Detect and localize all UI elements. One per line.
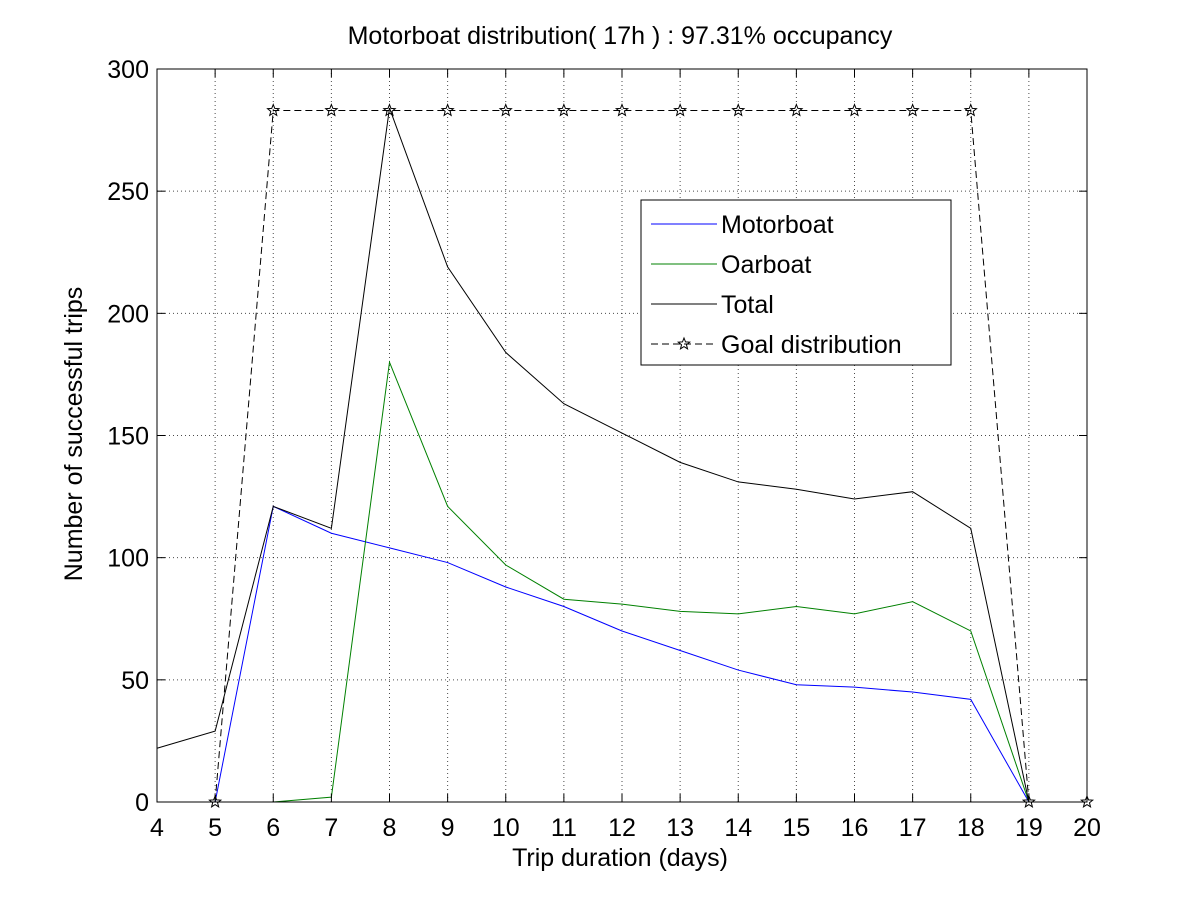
- legend-item-motorboat: Motorboat: [651, 211, 834, 239]
- x-tick-label: 11: [551, 814, 577, 842]
- series-oarboat: [157, 360, 1030, 803]
- series-line-motorboat: [157, 505, 1030, 803]
- legend-box: [640, 199, 952, 366]
- series-line-total: [156, 107, 1030, 803]
- x-tick-label: 15: [782, 814, 810, 842]
- legend-label: Motorboat: [721, 211, 834, 239]
- x-tick-label: 19: [1015, 814, 1043, 842]
- data-point-marker: [905, 103, 920, 117]
- x-tick-label: 10: [492, 814, 520, 842]
- x-tick-label: 8: [383, 814, 397, 842]
- x-tick-label: 5: [208, 814, 222, 842]
- legend-label: Goal distribution: [721, 331, 902, 359]
- y-tick-label: 300: [107, 56, 149, 84]
- y-tick-label: 150: [107, 423, 149, 451]
- x-tick-label: 17: [899, 814, 927, 842]
- legend-item-oarboat: Oarboat: [651, 251, 811, 279]
- legend-item-total: Total: [651, 291, 774, 319]
- legend-label: Total: [721, 291, 774, 319]
- data-point-marker: [498, 103, 513, 117]
- data-point-marker: [614, 103, 630, 117]
- data-point-marker: [731, 103, 746, 117]
- chart-title: Motorboat distribution( 17h ) : 97.31% o…: [348, 22, 893, 50]
- data-point-marker: [556, 103, 571, 117]
- legend-label: Oarboat: [721, 251, 811, 279]
- data-point-marker: [1021, 794, 1036, 808]
- x-tick-label: 9: [441, 814, 455, 842]
- series-motorboat: [157, 505, 1030, 803]
- legend-marker: [676, 336, 692, 350]
- legend: Motorboat Oarboat Total Goal distribution: [640, 199, 952, 366]
- x-tick-label: 16: [841, 814, 869, 842]
- series-line-goal-distribution: [214, 110, 1087, 803]
- data-point-marker: [789, 103, 804, 117]
- y-tick-label: 200: [107, 300, 149, 328]
- series-goal-distribution: [208, 103, 1095, 808]
- data-point-marker: [266, 103, 281, 117]
- data-point-marker: [382, 103, 397, 117]
- ticks-layer: 4 5 6 7 8 9 10 11 12 13 14 15 16 17 18 19 20050100150200…: [107, 56, 1101, 842]
- data-point-marker: [208, 794, 223, 808]
- x-tick-label: 12: [608, 814, 636, 842]
- x-axis-label: Trip duration (days): [512, 844, 728, 872]
- y-tick-label: 100: [107, 545, 149, 573]
- data-point-marker: [963, 103, 978, 117]
- data-point-marker: [673, 103, 688, 117]
- series-layer: [156, 103, 1095, 808]
- data-point-marker: [440, 103, 455, 117]
- y-axis-label: Number of successful trips: [60, 287, 88, 582]
- x-tick-label: 4: [150, 814, 164, 842]
- x-tick-label: 13: [666, 814, 694, 842]
- data-point-marker: [324, 103, 339, 117]
- y-tick-label: 250: [107, 178, 149, 206]
- series-total: [156, 107, 1030, 803]
- data-point-marker: [1079, 794, 1095, 808]
- series-line-oarboat: [157, 360, 1030, 803]
- x-tick-label: 7: [324, 814, 338, 842]
- x-tick-label: 18: [957, 814, 985, 842]
- data-point-marker: [847, 103, 862, 117]
- x-tick-label: 14: [724, 814, 752, 842]
- y-tick-label: 50: [121, 667, 149, 695]
- x-tick-label: 20: [1073, 814, 1101, 842]
- legend-item-goal-distribution: Goal distribution: [651, 331, 902, 359]
- x-tick-label: 6: [266, 814, 280, 842]
- y-tick-label: 0: [135, 789, 149, 817]
- grid-layer: [157, 69, 1087, 802]
